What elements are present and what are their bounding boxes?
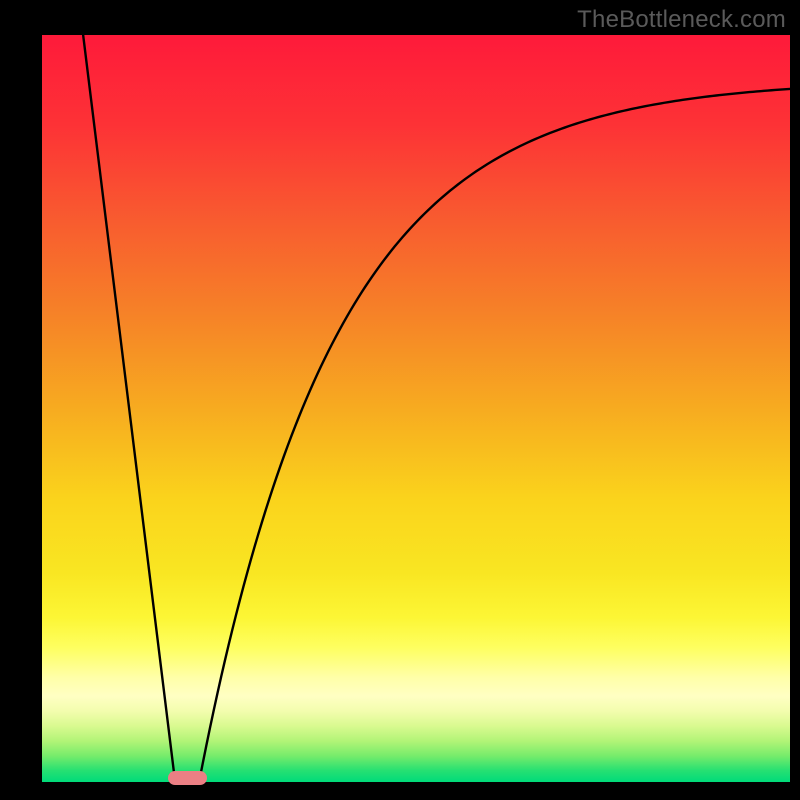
watermark-text: TheBottleneck.com bbox=[577, 6, 786, 34]
curve-path bbox=[83, 35, 790, 782]
optimum-marker bbox=[168, 771, 207, 785]
plot-area bbox=[42, 35, 790, 782]
bottleneck-curve bbox=[42, 35, 790, 782]
